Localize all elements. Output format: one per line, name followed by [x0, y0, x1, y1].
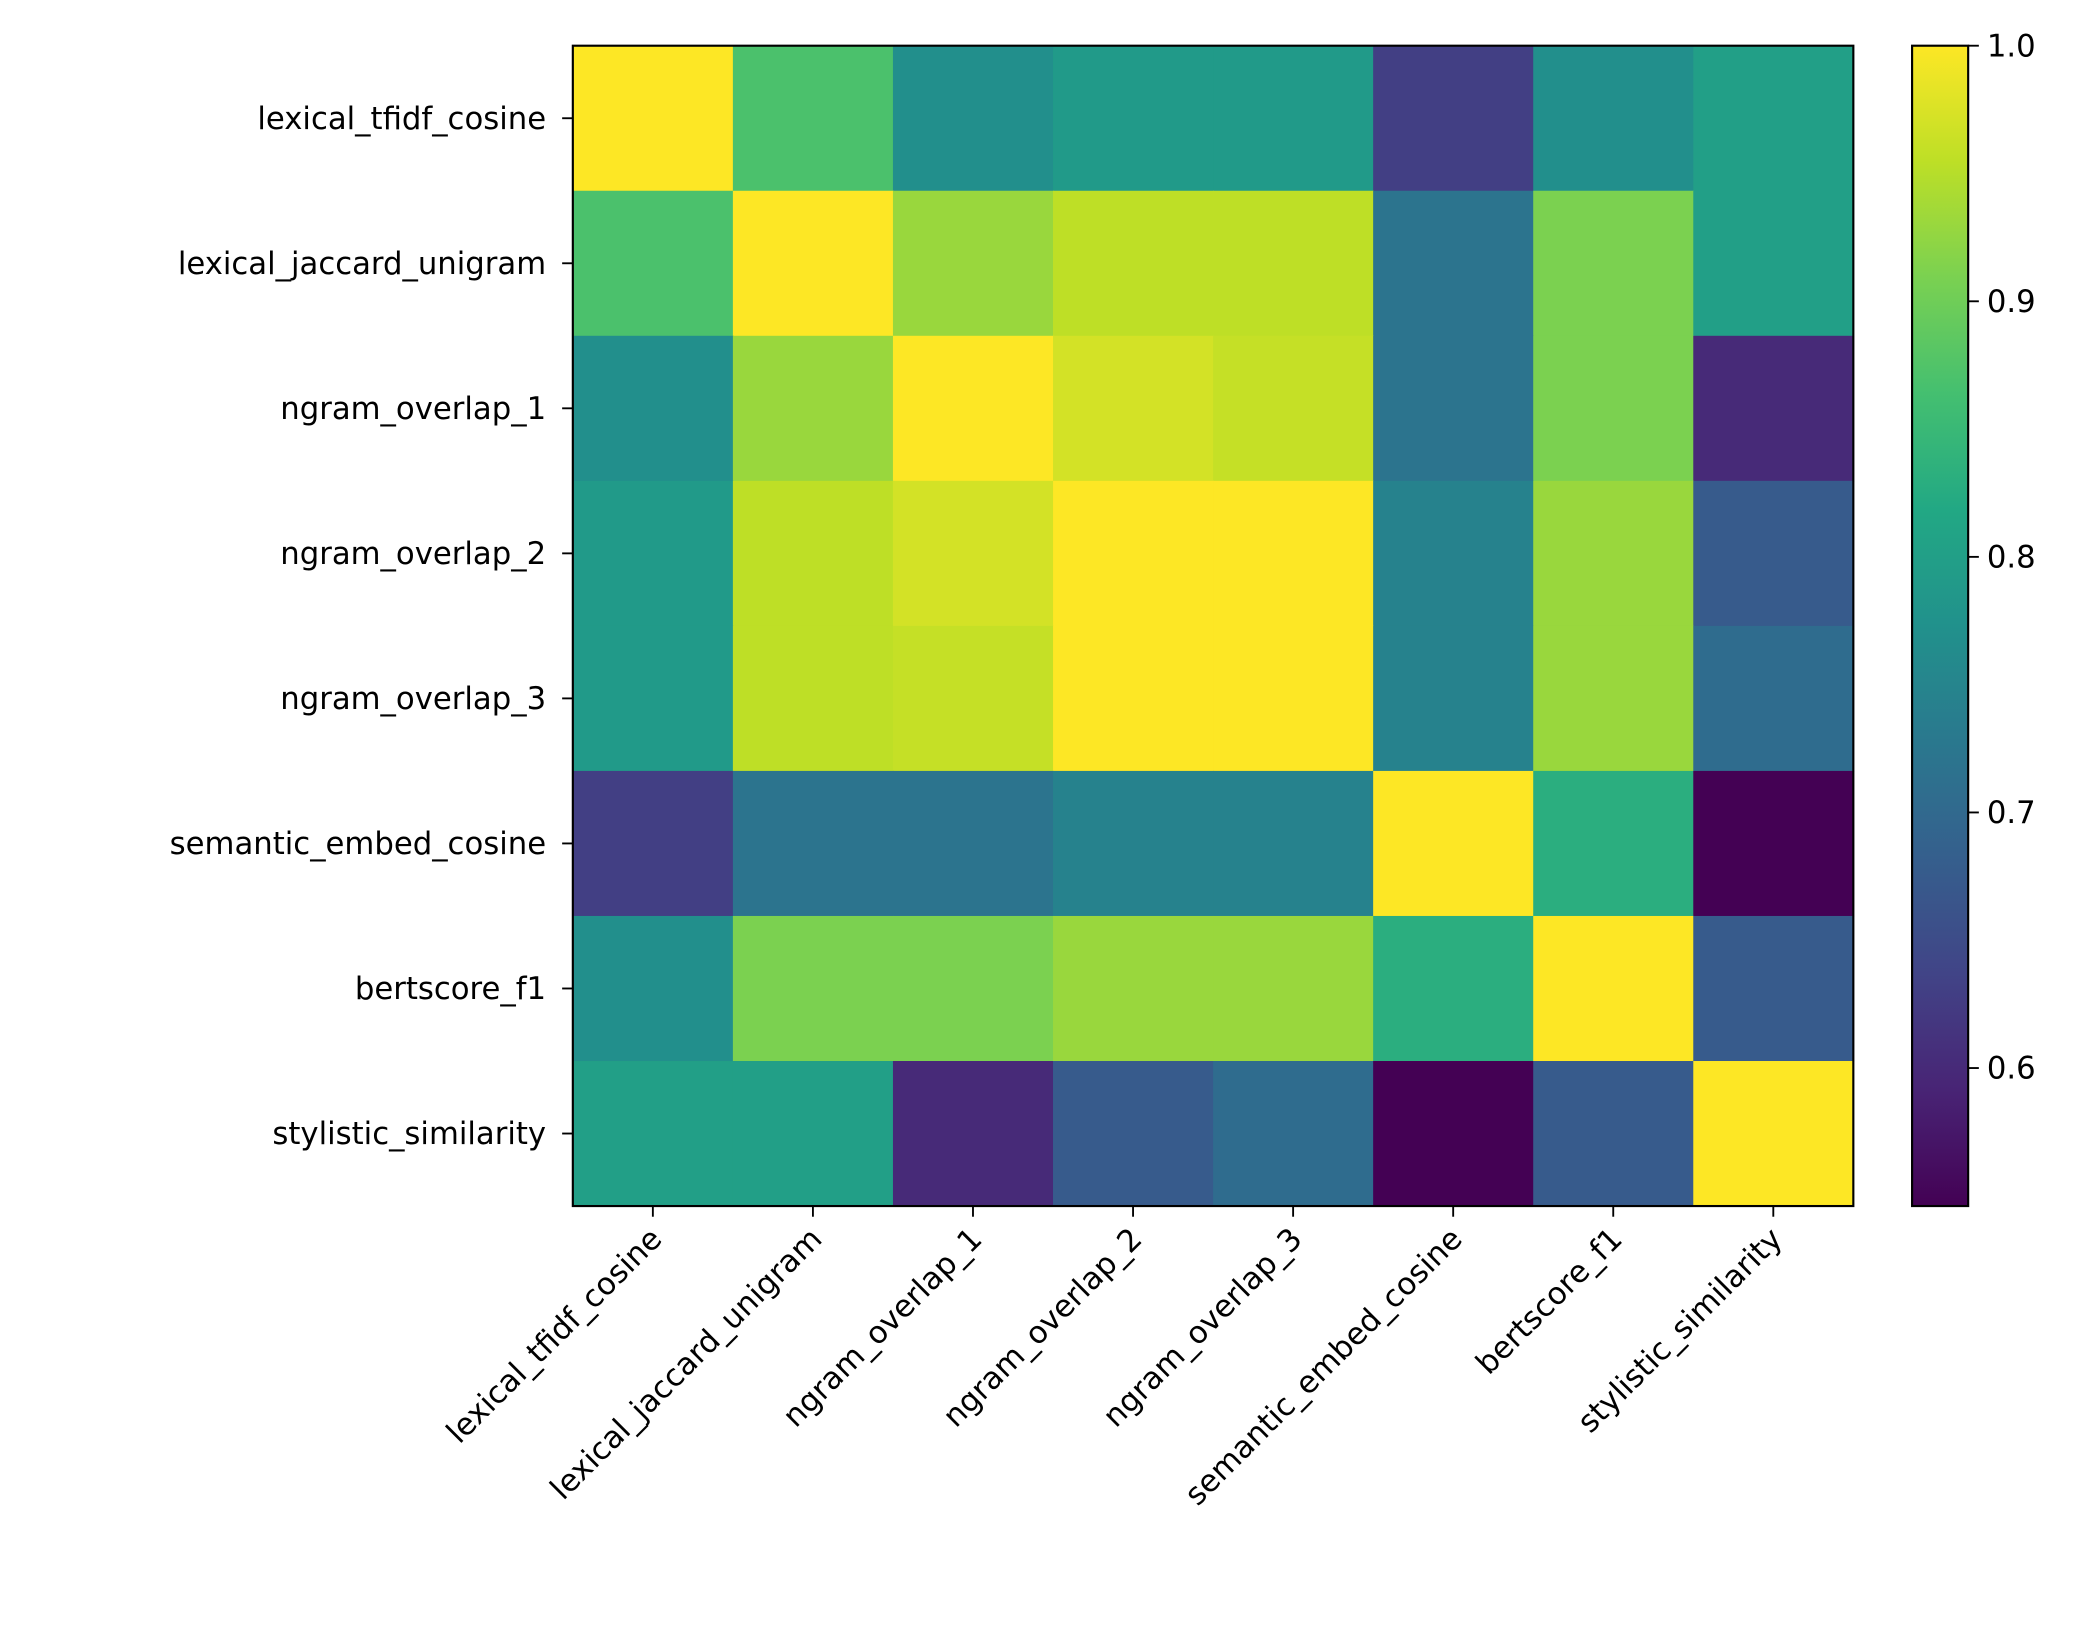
y-tick-label: lexical_tfidf_cosine — [257, 101, 546, 137]
heatmap-cell — [1213, 45, 1374, 192]
heatmap-cell — [1213, 335, 1374, 482]
heatmap-cell — [572, 915, 734, 1062]
heatmap-cell — [892, 1061, 1054, 1207]
heatmap-cell — [732, 770, 894, 917]
heatmap-cell — [1373, 625, 1535, 772]
heatmap-cell — [732, 480, 894, 627]
heatmap-cell — [732, 625, 894, 772]
heatmap-cell — [1693, 770, 1855, 917]
heatmap-cell — [1373, 915, 1535, 1062]
heatmap-cell — [892, 335, 1054, 482]
heatmap-cell — [1053, 915, 1214, 1062]
heatmap-cell — [572, 45, 734, 192]
heatmap-cell — [1533, 625, 1695, 772]
heatmap-cell — [732, 915, 894, 1062]
plot-frame — [571, 44, 1855, 1208]
y-tick-label: ngram_overlap_3 — [280, 681, 546, 717]
heatmap-cell — [1213, 190, 1374, 337]
heatmap-cell — [1213, 1061, 1374, 1207]
heatmap-cell — [1533, 1061, 1695, 1207]
heatmap-cell — [572, 190, 734, 337]
heatmap-cell — [1533, 335, 1695, 482]
heatmap-cell — [572, 625, 734, 772]
colorbar — [1911, 44, 1970, 1208]
heatmap-cell — [892, 190, 1054, 337]
heatmap-cell — [1693, 480, 1855, 627]
x-tick-label: bertscore_f1 — [1469, 1221, 1630, 1382]
y-tick-label: ngram_overlap_2 — [280, 536, 546, 572]
heatmap-cell — [572, 480, 734, 627]
heatmap-cell — [1213, 480, 1374, 627]
heatmap-cell — [732, 45, 894, 192]
heatmap-cell — [1053, 480, 1214, 627]
colorbar-tick-label: 1.0 — [1987, 28, 2036, 64]
heatmap-cell — [1373, 335, 1535, 482]
heatmap-cell — [732, 190, 894, 337]
colorbar-ticks: 0.6 0.7 0.8 0.9 1.0 — [1968, 28, 2036, 1087]
heatmap-cell — [892, 915, 1054, 1062]
heatmap-cell — [1053, 45, 1214, 192]
heatmap-cell — [1373, 770, 1535, 917]
heatmap-cell — [1533, 915, 1695, 1062]
heatmap-cell — [1373, 45, 1535, 192]
heatmap-cell — [1533, 770, 1695, 917]
y-tick-label: ngram_overlap_1 — [280, 391, 546, 427]
heatmap-cell — [1693, 190, 1855, 337]
heatmap-cell — [1693, 335, 1855, 482]
colorbar-tick-label: 0.6 — [1987, 1051, 2036, 1087]
colorbar-tick-label: 0.9 — [1987, 284, 2036, 320]
heatmap-cell — [1213, 915, 1374, 1062]
heatmap-cell — [572, 1061, 734, 1207]
heatmap-cell — [1533, 480, 1695, 627]
heatmap-cell — [572, 335, 734, 482]
x-tick-label: lexical_jaccard_unigram — [543, 1221, 829, 1507]
heatmap-cells — [572, 45, 1855, 1207]
heatmap-cell — [1533, 190, 1695, 337]
heatmap-cell — [1373, 1061, 1535, 1207]
heatmap-cell — [1693, 1061, 1855, 1207]
heatmap-cell — [572, 770, 734, 917]
heatmap-cell — [892, 770, 1054, 917]
heatmap-cell — [1053, 625, 1214, 772]
heatmap-cell — [892, 45, 1054, 192]
heatmap-cell — [1373, 190, 1535, 337]
heatmap-cell — [732, 1061, 894, 1207]
heatmap-cell — [1053, 1061, 1214, 1207]
heatmap-cell — [1533, 45, 1695, 192]
heatmap-cell — [1373, 480, 1535, 627]
heatmap-cell — [892, 480, 1054, 627]
heatmap-cell — [1693, 625, 1855, 772]
heatmap-cell — [1213, 770, 1374, 917]
y-axis: lexical_tfidf_cosine lexical_jaccard_unig… — [170, 101, 573, 1152]
heatmap-cell — [892, 625, 1054, 772]
heatmap-cell — [1693, 45, 1855, 192]
heatmap-cell — [1053, 190, 1214, 337]
heatmap-cell — [1693, 915, 1855, 1062]
heatmap-cell — [1213, 625, 1374, 772]
x-tick-label: semantic_embed_cosine — [1178, 1221, 1470, 1513]
colorbar-tick-label: 0.8 — [1987, 540, 2036, 576]
x-axis: lexical_tfidf_cosinelexical_jaccard_unig… — [440, 1206, 1790, 1513]
heatmap-cell — [732, 335, 894, 482]
y-tick-label: bertscore_f1 — [355, 971, 546, 1007]
y-tick-label: lexical_jaccard_unigram — [178, 246, 546, 282]
y-tick-label: stylistic_similarity — [272, 1116, 546, 1152]
heatmap-cell — [1053, 335, 1214, 482]
y-tick-label: semantic_embed_cosine — [170, 826, 546, 862]
colorbar-tick-label: 0.7 — [1987, 795, 2036, 831]
heatmap-cell — [1053, 770, 1214, 917]
